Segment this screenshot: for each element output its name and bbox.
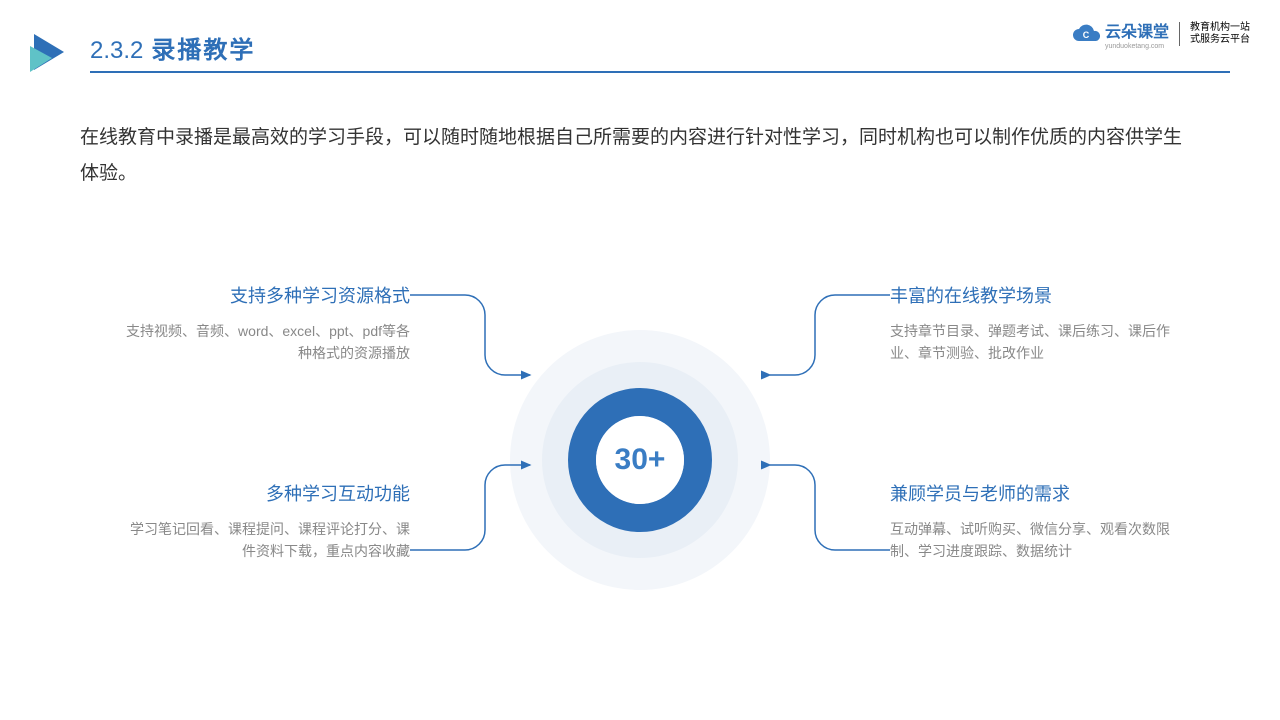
feature-desc: 支持视频、音频、word、excel、ppt、pdf等各种格式的资源播放 (120, 320, 410, 365)
brand-name: 云朵课堂 (1105, 18, 1169, 42)
feature-desc: 互动弹幕、试听购买、微信分享、观看次数限制、学习进度跟踪、数据统计 (890, 518, 1180, 563)
intro-paragraph: 在线教育中录播是最高效的学习手段，可以随时随地根据自己所需要的内容进行针对性学习… (80, 120, 1200, 192)
feature-bottom-left: 多种学习互动功能 学习笔记回看、课程提问、课程评论打分、课件资料下载，重点内容收… (120, 480, 410, 563)
feature-title: 支持多种学习资源格式 (120, 282, 410, 308)
feature-title: 多种学习互动功能 (120, 480, 410, 506)
brand-domain: yunduoketang.com (1105, 43, 1169, 50)
feature-desc: 学习笔记回看、课程提问、课程评论打分、课件资料下载，重点内容收藏 (120, 518, 410, 563)
feature-title: 丰富的在线教学场景 (890, 282, 1180, 308)
cloud-icon: C (1071, 23, 1101, 45)
connector-top-left (410, 290, 610, 410)
feature-top-right: 丰富的在线教学场景 支持章节目录、弹题考试、课后练习、课后作业、章节测验、批改作… (890, 282, 1180, 365)
brand-tagline: 教育机构一站 式服务云平台 (1179, 22, 1250, 46)
center-number: 30+ (615, 443, 666, 477)
section-heading: 2.3.2 录播教学 (90, 30, 1230, 73)
svg-text:C: C (1083, 30, 1090, 40)
section-number: 2.3.2 (90, 37, 143, 65)
feature-bottom-right: 兼顾学员与老师的需求 互动弹幕、试听购买、微信分享、观看次数限制、学习进度跟踪、… (890, 480, 1180, 563)
feature-title: 兼顾学员与老师的需求 (890, 480, 1180, 506)
feature-diagram: 30+ 支持多种学习资源格式 支持视频、音频、word、excel、ppt、pd… (0, 260, 1280, 660)
brand-logo: C 云朵课堂 yunduoketang.com 教育机构一站 式服务云平台 (1071, 18, 1250, 50)
play-icon (30, 32, 70, 72)
feature-top-left: 支持多种学习资源格式 支持视频、音频、word、excel、ppt、pdf等各种… (120, 282, 410, 365)
feature-desc: 支持章节目录、弹题考试、课后练习、课后作业、章节测验、批改作业 (890, 320, 1180, 365)
connector-bottom-left (410, 440, 610, 560)
section-title: 录播教学 (151, 30, 255, 65)
